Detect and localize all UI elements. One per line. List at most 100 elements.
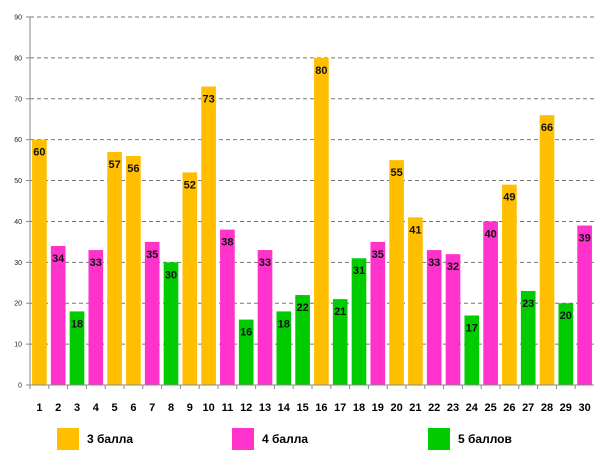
data-label: 35 bbox=[146, 249, 158, 261]
bar-15 bbox=[295, 295, 310, 385]
data-label: 80 bbox=[315, 65, 327, 77]
bar-18 bbox=[351, 258, 367, 385]
legend-label-3: 3 балла bbox=[87, 432, 134, 446]
bar-24 bbox=[464, 315, 480, 385]
data-label: 66 bbox=[541, 122, 553, 134]
legend-swatch-3 bbox=[57, 428, 79, 450]
x-tick-label: 22 bbox=[428, 402, 440, 414]
legend-item-3: 3 балла bbox=[57, 426, 133, 452]
data-label: 33 bbox=[90, 257, 102, 269]
bar-10 bbox=[201, 86, 216, 385]
data-labels: 60 34 18 33 57 56 35 30 52 73 38 16 33 18 22 80 21 31 35 55… bbox=[33, 65, 590, 339]
bar-11 bbox=[220, 229, 235, 385]
bar-22 bbox=[426, 250, 442, 385]
x-tick-label: 12 bbox=[240, 402, 252, 414]
legend-swatch-4 bbox=[232, 428, 254, 450]
y-tick-label: 50 bbox=[14, 178, 22, 185]
data-label: 18 bbox=[278, 318, 290, 330]
data-label: 21 bbox=[334, 306, 346, 318]
bar-9 bbox=[182, 172, 198, 385]
data-label: 33 bbox=[259, 257, 271, 269]
x-tick-label: 2 bbox=[55, 402, 61, 414]
bar-6 bbox=[126, 156, 141, 385]
data-label: 22 bbox=[296, 302, 308, 314]
data-label: 33 bbox=[428, 257, 440, 269]
x-tick-label: 18 bbox=[353, 402, 365, 414]
bar-1 bbox=[32, 139, 47, 385]
x-tick-label: 11 bbox=[222, 402, 234, 414]
bar-3 bbox=[69, 311, 85, 385]
data-label: 60 bbox=[33, 147, 45, 159]
data-label: 34 bbox=[52, 253, 65, 265]
x-tick-label: 5 bbox=[112, 402, 118, 414]
bar-4 bbox=[88, 250, 104, 385]
data-label: 38 bbox=[221, 237, 233, 249]
bar-13 bbox=[257, 250, 273, 385]
y-tick-label: 80 bbox=[14, 55, 22, 62]
x-tick-label: 1 bbox=[36, 402, 42, 414]
y-tick-label: 30 bbox=[14, 260, 22, 267]
x-tick-label: 14 bbox=[278, 402, 291, 414]
data-label: 32 bbox=[447, 261, 459, 273]
x-tick-label: 26 bbox=[503, 402, 515, 414]
x-tick-label: 27 bbox=[522, 402, 534, 414]
legend-label-5: 5 баллов bbox=[458, 432, 512, 446]
x-tick-label: 30 bbox=[578, 402, 590, 414]
data-label: 16 bbox=[240, 327, 252, 339]
x-tick-label: 20 bbox=[390, 402, 402, 414]
x-tick-label: 8 bbox=[168, 402, 174, 414]
legend-swatch-5 bbox=[428, 428, 450, 450]
grid-lines bbox=[30, 16, 594, 345]
x-tick-label: 15 bbox=[296, 402, 308, 414]
bar-19 bbox=[370, 241, 386, 385]
y-tick-label: 90 bbox=[14, 15, 22, 22]
bar-16 bbox=[314, 57, 329, 386]
bar-14 bbox=[276, 311, 292, 385]
bar-30 bbox=[577, 225, 592, 385]
x-tick-label: 25 bbox=[484, 402, 496, 414]
bar-20 bbox=[389, 160, 404, 385]
legend-item-5: 5 баллов bbox=[428, 426, 512, 452]
data-label: 41 bbox=[409, 224, 421, 236]
x-tick-label: 3 bbox=[74, 402, 80, 414]
bar-8 bbox=[163, 262, 179, 385]
data-label: 39 bbox=[578, 233, 590, 245]
data-label: 40 bbox=[484, 228, 496, 240]
data-label: 30 bbox=[165, 269, 177, 281]
legend-label-4: 4 балла bbox=[262, 432, 309, 446]
data-label: 31 bbox=[353, 265, 365, 277]
x-tick-label: 7 bbox=[149, 402, 155, 414]
bars bbox=[32, 57, 592, 386]
x-tick-label: 21 bbox=[409, 402, 421, 414]
bar-7 bbox=[144, 241, 160, 385]
x-tick-label: 17 bbox=[334, 402, 346, 414]
bar-28 bbox=[539, 115, 555, 385]
data-label: 56 bbox=[127, 163, 139, 175]
data-label: 49 bbox=[503, 192, 515, 204]
bar-29 bbox=[558, 303, 574, 385]
x-tick-label: 24 bbox=[466, 402, 479, 414]
data-label: 55 bbox=[390, 167, 402, 179]
data-label: 52 bbox=[184, 179, 196, 191]
y-tick-label: 10 bbox=[14, 342, 22, 349]
bar-5 bbox=[107, 151, 122, 385]
x-tick-label: 13 bbox=[259, 402, 271, 414]
x-tick-label: 19 bbox=[372, 402, 384, 414]
y-tick-label: 0 bbox=[18, 383, 22, 390]
data-label: 17 bbox=[466, 322, 478, 334]
data-label: 18 bbox=[71, 318, 83, 330]
x-tick-label: 16 bbox=[315, 402, 327, 414]
bar-25 bbox=[483, 221, 498, 385]
bar-21 bbox=[408, 217, 423, 385]
x-tick-label: 23 bbox=[447, 402, 459, 414]
x-tick-label: 9 bbox=[187, 402, 193, 414]
x-tick-label: 28 bbox=[541, 402, 553, 414]
data-label: 23 bbox=[522, 298, 534, 310]
data-label: 35 bbox=[372, 249, 384, 261]
x-tick-label: 6 bbox=[130, 402, 136, 414]
y-tick-label: 40 bbox=[14, 219, 22, 226]
bar-27 bbox=[520, 290, 536, 385]
bar-26 bbox=[502, 184, 517, 385]
